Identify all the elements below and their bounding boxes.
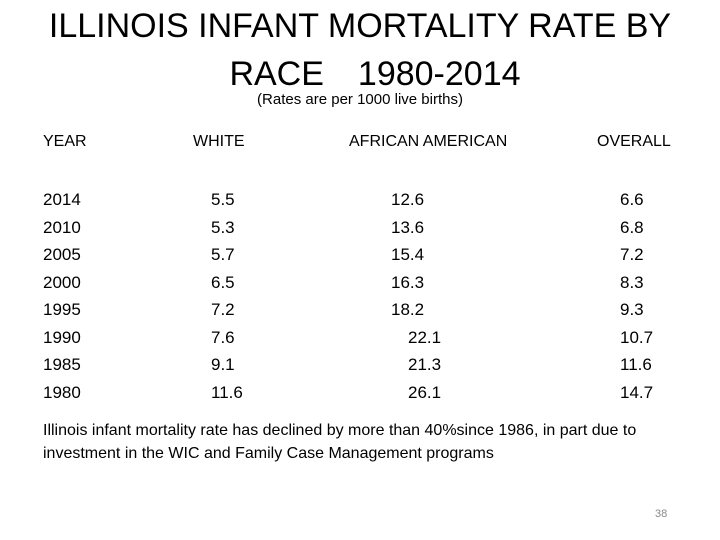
cell-overall: 14.7 [620,382,654,402]
table-row: 2010 5.3 13.6 6.8 [0,217,720,245]
cell-african-american: 18.2 [391,300,425,319]
table-row: 2005 5.7 15.4 7.2 [0,244,720,272]
slide-title: ILLINOIS INFANT MORTALITY RATE BY RACE 19… [20,2,700,98]
cell-overall: 11.6 [620,355,652,374]
table-row: 1995 7.2 18.2 9.3 [0,299,720,327]
cell-african-american: 16.3 [391,272,425,292]
cell-year: 1985 [43,355,81,374]
cell-year: 2005 [43,245,81,264]
header-white: WHITE [193,133,245,150]
cell-african-american: 22.1 [408,327,442,347]
cell-white: 7.6 [211,327,235,347]
cell-white: 5.3 [211,217,235,237]
cell-year: 1995 [43,300,81,319]
table-row: 1990 7.6 22.1 10.7 [0,327,720,355]
cell-white: 11.6 [211,382,243,402]
header-overall: OVERALL [597,133,671,150]
header-african-american: AFRICAN AMERICAN [349,133,508,150]
cell-year: 2014 [43,190,81,209]
cell-year: 1990 [43,327,81,347]
cell-year: 1980 [43,382,81,402]
header-year: YEAR [43,133,87,150]
cell-white: 5.7 [211,245,235,264]
cell-white: 9.1 [211,355,235,374]
cell-overall: 7.2 [620,245,644,264]
table-row: 2000 6.5 16.3 8.3 [0,272,720,300]
cell-overall: 6.6 [620,190,644,209]
table-row: 1985 9.1 21.3 11.6 [0,354,720,382]
title-race: RACE [229,55,324,93]
cell-african-american: 15.4 [391,245,425,264]
subtitle: (Rates are per 1000 live births) [257,91,463,108]
title-years: 1980-2014 [357,55,521,93]
cell-overall: 6.8 [620,217,644,237]
cell-white: 6.5 [211,272,235,292]
cell-african-american: 13.6 [391,217,425,237]
title-line-2: RACE 1980-2014 [20,50,700,98]
footnote: Illinois infant mortality rate has decli… [43,422,637,462]
table-row: 1980 11.6 26.1 14.7 [0,382,720,410]
cell-white: 5.5 [211,190,235,209]
table-row: 2014 5.5 12.6 6.6 [0,189,720,217]
cell-african-american: 26.1 [408,382,442,402]
title-line-1: ILLINOIS INFANT MORTALITY RATE BY [48,7,672,45]
cell-year: 2000 [43,272,81,292]
data-rows: 2014 5.5 12.6 6.6 2010 5.3 13.6 6.8 2005… [0,189,720,409]
cell-african-american: 21.3 [408,355,442,374]
cell-overall: 8.3 [620,272,644,292]
cell-overall: 9.3 [620,300,644,319]
cell-african-american: 12.6 [391,190,425,209]
cell-overall: 10.7 [620,327,654,347]
cell-year: 2010 [43,217,81,237]
cell-white: 7.2 [211,300,235,319]
page-number: 38 [655,508,668,520]
